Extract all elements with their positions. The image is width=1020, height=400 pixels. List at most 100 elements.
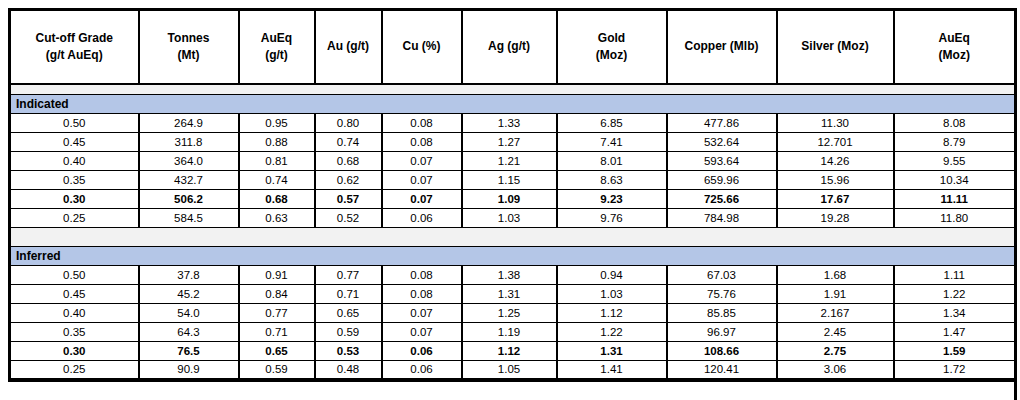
table-cell: 784.98 (667, 209, 777, 228)
table-cell: 85.85 (667, 304, 777, 323)
table-cell: 1.21 (462, 152, 557, 171)
table-header: Cut-off Grade (g/t AuEq)Tonnes (Mt)AuEq … (10, 10, 1016, 85)
table-cell: 2.45 (777, 323, 894, 342)
table-cell: 0.45 (10, 133, 139, 152)
table-row: 0.2590.90.590.480.061.051.41120.413.061.… (10, 361, 1016, 380)
table-cell: 1.27 (462, 133, 557, 152)
table-cell: 0.50 (10, 114, 139, 133)
column-header: Tonnes (Mt) (139, 10, 239, 85)
text-cursor-artifact (1014, 379, 1017, 400)
table-cell: 0.07 (382, 152, 462, 171)
column-header: Cu (%) (382, 10, 462, 85)
table-cell: 9.55 (894, 152, 1016, 171)
table-cell: 264.9 (139, 114, 239, 133)
table-row: 0.30506.20.680.570.071.099.23725.6617.67… (10, 190, 1016, 209)
table-cell: 0.57 (315, 190, 382, 209)
table-cell: 0.30 (10, 342, 139, 361)
table-row: 0.50264.90.950.800.081.336.85477.8611.30… (10, 114, 1016, 133)
table-cell: 659.96 (667, 171, 777, 190)
table-cell: 6.85 (557, 114, 667, 133)
table-cell: 1.31 (462, 285, 557, 304)
table-cell: 725.66 (667, 190, 777, 209)
table-cell: 8.08 (894, 114, 1016, 133)
table-cell: 0.95 (239, 114, 315, 133)
table-cell: 19.28 (777, 209, 894, 228)
section-label: Indicated (10, 95, 1016, 114)
table-cell: 12.701 (777, 133, 894, 152)
table-cell: 506.2 (139, 190, 239, 209)
column-header: Silver (Moz) (777, 10, 894, 85)
table-cell: 1.19 (462, 323, 557, 342)
table-cell: 11.80 (894, 209, 1016, 228)
table-cell: 0.71 (315, 285, 382, 304)
table-row: 0.25584.50.630.520.061.039.76784.9819.28… (10, 209, 1016, 228)
table-cell: 0.50 (10, 266, 139, 285)
table-cell: 1.72 (894, 361, 1016, 380)
table-cell: 11.30 (777, 114, 894, 133)
table-cell: 75.76 (667, 285, 777, 304)
table-cell: 0.40 (10, 304, 139, 323)
table-cell: 0.35 (10, 171, 139, 190)
table-cell: 0.71 (239, 323, 315, 342)
table-cell: 54.0 (139, 304, 239, 323)
table-cell: 1.09 (462, 190, 557, 209)
table-cell: 0.48 (315, 361, 382, 380)
table-cell: 0.62 (315, 171, 382, 190)
table-cell: 1.47 (894, 323, 1016, 342)
spacer-row (10, 228, 1016, 247)
table-cell: 0.68 (239, 190, 315, 209)
table-cell: 2.167 (777, 304, 894, 323)
table-cell: 11.11 (894, 190, 1016, 209)
column-header: Ag (g/t) (462, 10, 557, 85)
table-cell: 0.06 (382, 209, 462, 228)
table-cell: 1.05 (462, 361, 557, 380)
table-cell: 120.41 (667, 361, 777, 380)
column-header: AuEq (g/t) (239, 10, 315, 85)
table-cell: 0.94 (557, 266, 667, 285)
table-cell: 1.31 (557, 342, 667, 361)
table-row: 0.3076.50.650.530.061.121.31108.662.751.… (10, 342, 1016, 361)
table-cell: 37.8 (139, 266, 239, 285)
table-cell: 0.25 (10, 361, 139, 380)
table-cell: 477.86 (667, 114, 777, 133)
table-cell: 0.07 (382, 171, 462, 190)
table-cell: 0.84 (239, 285, 315, 304)
table-cell: 0.06 (382, 361, 462, 380)
table-cell: 0.53 (315, 342, 382, 361)
table-cell: 7.41 (557, 133, 667, 152)
table-cell: 1.03 (462, 209, 557, 228)
table-cell: 8.63 (557, 171, 667, 190)
table-cell: 0.77 (315, 266, 382, 285)
table-cell: 0.07 (382, 190, 462, 209)
table-cell: 1.59 (894, 342, 1016, 361)
table-cell: 0.68 (315, 152, 382, 171)
table-cell: 0.63 (239, 209, 315, 228)
table-cell: 0.74 (315, 133, 382, 152)
table-cell: 1.68 (777, 266, 894, 285)
table-cell: 1.34 (894, 304, 1016, 323)
table-cell: 1.22 (894, 285, 1016, 304)
table-cell: 8.01 (557, 152, 667, 171)
table-row: 0.35432.70.740.620.071.158.63659.9615.96… (10, 171, 1016, 190)
table-cell: 0.81 (239, 152, 315, 171)
table-cell: 9.76 (557, 209, 667, 228)
header-row: Cut-off Grade (g/t AuEq)Tonnes (Mt)AuEq … (10, 10, 1016, 85)
table-cell: 0.06 (382, 342, 462, 361)
resource-estimate-table: Cut-off Grade (g/t AuEq)Tonnes (Mt)AuEq … (8, 8, 1017, 382)
table-body: Indicated0.50264.90.950.800.081.336.8547… (10, 84, 1016, 380)
table-cell: 45.2 (139, 285, 239, 304)
table-cell: 0.77 (239, 304, 315, 323)
table-cell: 8.79 (894, 133, 1016, 152)
table-cell: 2.75 (777, 342, 894, 361)
table-cell: 0.88 (239, 133, 315, 152)
table-cell: 364.0 (139, 152, 239, 171)
table-cell: 0.08 (382, 266, 462, 285)
table-cell: 0.52 (315, 209, 382, 228)
table-cell: 0.74 (239, 171, 315, 190)
table-cell: 0.08 (382, 285, 462, 304)
table-cell: 0.65 (239, 342, 315, 361)
table-cell: 64.3 (139, 323, 239, 342)
table-cell: 1.11 (894, 266, 1016, 285)
table-row: 0.4054.00.770.650.071.251.1285.852.1671.… (10, 304, 1016, 323)
table-cell: 10.34 (894, 171, 1016, 190)
